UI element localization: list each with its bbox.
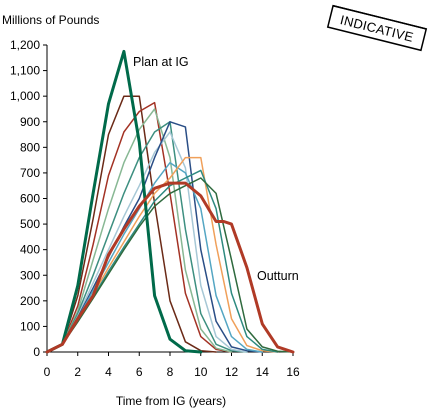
indicative-stamp: INDICATIVE [326, 4, 428, 52]
y-tick-label: 0 [33, 345, 40, 359]
y-tick-label: 500 [20, 217, 40, 231]
x-tick-label: 2 [74, 365, 81, 379]
series-layer [45, 49, 295, 354]
series-line-10 [46, 177, 294, 353]
y-tick-label: 400 [20, 243, 40, 257]
y-tick-label: 300 [20, 268, 40, 282]
y-tick-label: 700 [20, 166, 40, 180]
series-line-7 [46, 161, 264, 353]
x-tick-label: 0 [44, 365, 51, 379]
x-tick-label: 4 [105, 365, 112, 379]
x-tick-label: 10 [194, 365, 208, 379]
series-line-4 [46, 121, 248, 353]
x-tick-label: 12 [225, 365, 239, 379]
y-tick-label: 200 [20, 294, 40, 308]
x-axis-title: Time from IG (years) [116, 394, 226, 408]
series-line-2 [46, 101, 233, 353]
series-line-5 [46, 131, 248, 353]
series-line-6 [46, 121, 264, 353]
y-axis-title: Millions of Pounds [2, 13, 99, 27]
y-tick-label: 900 [20, 115, 40, 129]
x-tick-label: 16 [286, 365, 300, 379]
annotation-outturn: Outturn [257, 269, 299, 283]
y-tick-label: 1,200 [10, 38, 40, 52]
y-tick-label: 1,100 [10, 64, 40, 78]
series-line-3 [46, 108, 233, 353]
x-tick-label: 14 [256, 365, 270, 379]
y-tick-label: 600 [20, 192, 40, 206]
series-line-outturn [45, 181, 295, 354]
y-tick-label: 100 [20, 319, 40, 333]
axes: 01002003004005006007008009001,0001,1001,… [10, 38, 300, 379]
y-tick-label: 800 [20, 140, 40, 154]
x-tick-label: 6 [136, 365, 143, 379]
series-line-plan-at-ig [45, 49, 203, 354]
series-line-1 [46, 95, 217, 353]
x-tick-label: 8 [167, 365, 174, 379]
annotation-plan-at-ig: Plan at IG [133, 55, 189, 69]
annotation-layer: Plan at IG Outturn [133, 55, 299, 283]
y-tick-label: 1,000 [10, 89, 40, 103]
